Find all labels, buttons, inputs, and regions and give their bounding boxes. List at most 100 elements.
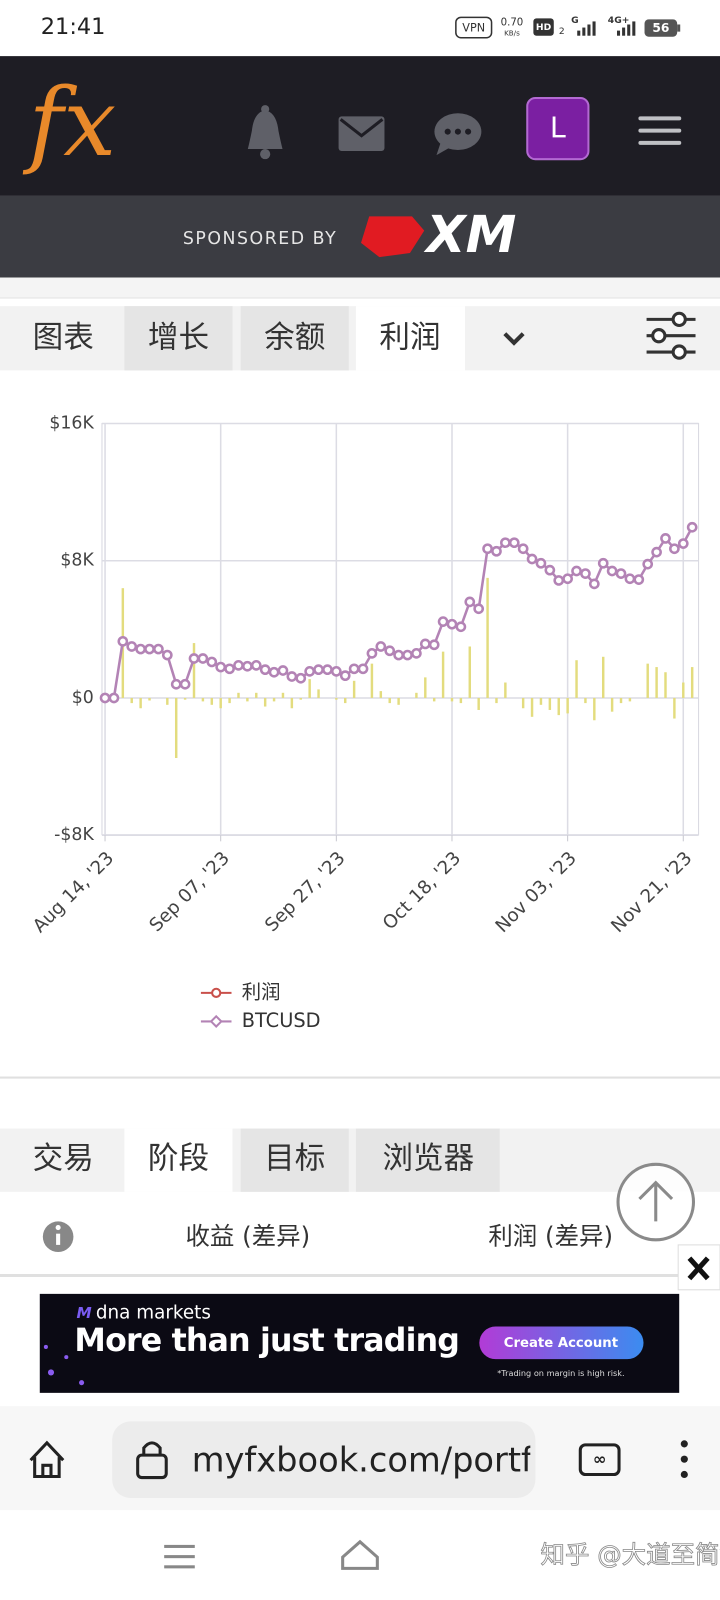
avatar[interactable] bbox=[526, 96, 590, 161]
point bbox=[339, 670, 351, 682]
point bbox=[437, 616, 449, 627]
url[interactable]: myfxbook.com/portf bbox=[192, 1441, 534, 1480]
tab-bg-active bbox=[355, 306, 466, 371]
bar bbox=[370, 663, 374, 698]
url-bar[interactable] bbox=[112, 1421, 536, 1498]
point bbox=[411, 647, 422, 659]
point bbox=[286, 671, 298, 682]
bar bbox=[655, 667, 658, 698]
point bbox=[242, 660, 253, 672]
point bbox=[642, 558, 654, 570]
bar bbox=[424, 677, 427, 698]
bar bbox=[219, 697, 222, 709]
bar bbox=[388, 697, 391, 704]
chart-tab[interactable]: 余额 bbox=[264, 320, 325, 355]
net-speed: 0.70 bbox=[501, 17, 524, 28]
bar bbox=[299, 697, 302, 700]
point bbox=[161, 649, 173, 661]
vpn: VPN bbox=[462, 22, 485, 35]
chart-tab[interactable]: 图表 bbox=[33, 320, 94, 355]
logo[interactable]: fx bbox=[23, 69, 117, 178]
tabs-glyph: ∞ bbox=[593, 1450, 607, 1469]
bar bbox=[379, 691, 383, 698]
sponsor-brand[interactable]: XM bbox=[423, 206, 516, 265]
ad-close[interactable] bbox=[677, 1244, 720, 1291]
point bbox=[348, 663, 360, 675]
point bbox=[419, 638, 431, 650]
point bbox=[233, 660, 244, 671]
point bbox=[179, 678, 191, 690]
chat-icon[interactable] bbox=[434, 113, 482, 156]
menu-icon[interactable] bbox=[638, 116, 682, 145]
signal-1 bbox=[577, 21, 596, 36]
ad-button[interactable] bbox=[479, 1326, 644, 1360]
hd: HD bbox=[536, 22, 552, 33]
point bbox=[624, 573, 636, 585]
point bbox=[500, 537, 511, 549]
nav-menu[interactable] bbox=[164, 1544, 195, 1569]
section-tab[interactable]: 目标 bbox=[264, 1142, 325, 1177]
bar bbox=[664, 672, 667, 698]
section-tab-active[interactable]: 阶段 bbox=[148, 1142, 209, 1177]
bar bbox=[317, 689, 320, 698]
bar bbox=[415, 692, 418, 698]
chart-tab-active[interactable]: 利润 bbox=[379, 320, 440, 355]
bar bbox=[255, 692, 258, 698]
bar bbox=[183, 697, 187, 700]
bar bbox=[130, 697, 133, 704]
watermark: 知乎 @大道至简vv bbox=[541, 1540, 720, 1569]
point bbox=[606, 565, 618, 577]
point bbox=[455, 621, 467, 633]
ad-disclaimer: *Trading on margin is high risk. bbox=[497, 1368, 624, 1378]
y-tick-label: $16K bbox=[49, 413, 94, 433]
bar bbox=[646, 663, 649, 698]
battery-level: 56 bbox=[652, 21, 669, 35]
dropdown-icon[interactable] bbox=[503, 332, 525, 346]
bar bbox=[432, 697, 436, 702]
y-tick-label: $8K bbox=[60, 551, 94, 571]
ad-brand: dna markets bbox=[96, 1302, 211, 1323]
bar bbox=[281, 692, 285, 698]
point bbox=[135, 643, 146, 655]
point bbox=[597, 557, 609, 569]
bar bbox=[308, 679, 311, 698]
bar bbox=[486, 577, 489, 698]
column-header: 收益 (差异) bbox=[185, 1222, 310, 1251]
bar bbox=[566, 697, 569, 714]
section-tab[interactable]: 浏览器 bbox=[382, 1142, 474, 1177]
lock-shackle bbox=[142, 1441, 162, 1456]
point bbox=[206, 656, 218, 668]
filter-icon[interactable] bbox=[646, 311, 696, 360]
point bbox=[393, 649, 404, 661]
point bbox=[491, 545, 502, 557]
mail-icon[interactable] bbox=[338, 116, 385, 152]
bar bbox=[246, 697, 249, 702]
chart-tab[interactable]: 增长 bbox=[148, 320, 209, 355]
point bbox=[535, 557, 547, 569]
point bbox=[153, 643, 164, 655]
bell-icon[interactable] bbox=[247, 105, 283, 160]
point bbox=[117, 635, 129, 647]
bar bbox=[174, 697, 178, 759]
point bbox=[250, 660, 262, 671]
tab-bg bbox=[124, 306, 233, 371]
nav-home[interactable] bbox=[341, 1539, 379, 1570]
close-icon bbox=[687, 1256, 710, 1281]
tabs-button[interactable] bbox=[578, 1443, 621, 1477]
point bbox=[580, 568, 591, 579]
section-tab[interactable]: 交易 bbox=[33, 1142, 94, 1177]
point bbox=[277, 665, 289, 676]
legend-marker bbox=[209, 1014, 223, 1028]
point bbox=[295, 672, 307, 684]
point bbox=[526, 553, 538, 565]
point bbox=[633, 574, 645, 585]
point bbox=[322, 664, 333, 676]
bar bbox=[504, 682, 507, 698]
home-button[interactable] bbox=[29, 1440, 65, 1479]
overflow-menu[interactable] bbox=[680, 1440, 688, 1479]
point bbox=[428, 639, 440, 651]
point bbox=[313, 664, 324, 676]
bar bbox=[682, 682, 685, 698]
bar bbox=[397, 697, 400, 705]
